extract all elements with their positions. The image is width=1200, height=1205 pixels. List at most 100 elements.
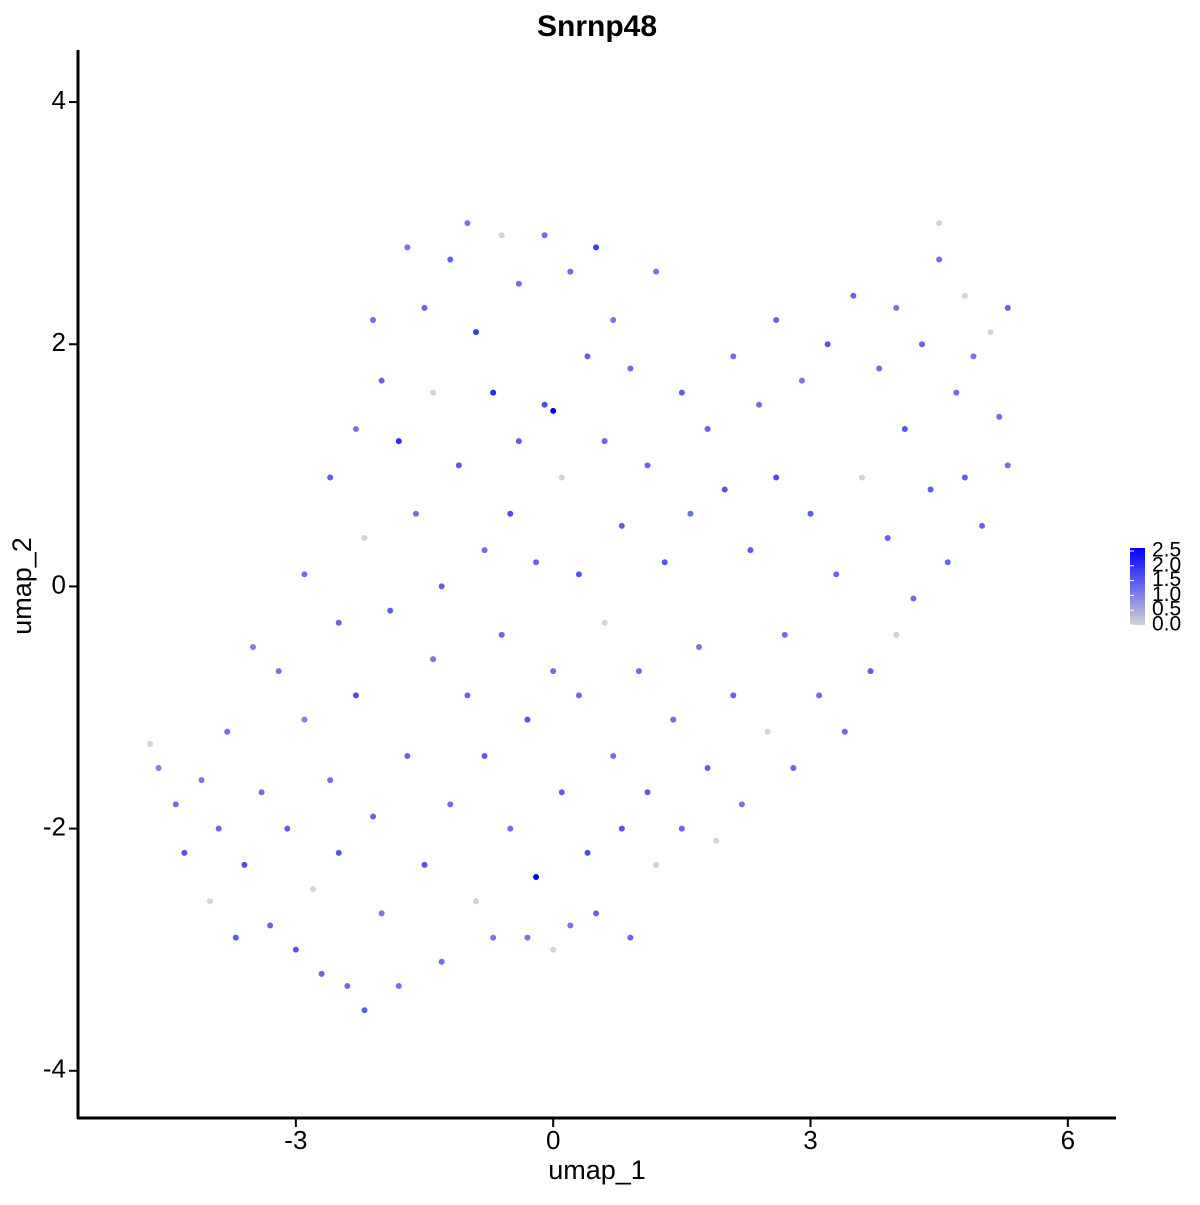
point	[867, 668, 874, 675]
point	[292, 946, 299, 953]
point	[438, 958, 445, 965]
colorbar-tick-label: 0.5	[1152, 598, 1181, 621]
colorbar-tick-label: 1.5	[1152, 568, 1181, 591]
point	[653, 268, 660, 275]
point	[567, 268, 574, 275]
point	[524, 716, 531, 723]
point	[1004, 304, 1011, 311]
point	[773, 317, 780, 324]
point	[979, 522, 986, 529]
point	[833, 571, 840, 578]
colorbar-tick-label: 2.0	[1152, 553, 1181, 576]
point	[541, 232, 548, 239]
point	[936, 256, 943, 263]
point	[644, 462, 651, 469]
point	[412, 510, 419, 517]
point	[172, 801, 179, 808]
point	[447, 256, 454, 263]
point	[558, 474, 565, 481]
point	[541, 401, 548, 408]
point	[704, 426, 711, 433]
point	[507, 825, 514, 832]
point	[678, 389, 685, 396]
point	[627, 365, 634, 372]
colorbar-tick-label: 0.0	[1152, 613, 1181, 636]
point	[361, 1007, 368, 1014]
point	[515, 438, 522, 445]
point	[1004, 462, 1011, 469]
point	[258, 789, 265, 796]
point	[498, 232, 505, 239]
point	[893, 631, 900, 638]
point	[807, 510, 814, 517]
point	[618, 825, 625, 832]
point	[670, 716, 677, 723]
point	[232, 934, 239, 941]
point	[695, 643, 702, 650]
point	[241, 861, 248, 868]
y-tick-label: 4	[52, 85, 66, 115]
point	[901, 426, 908, 433]
point	[370, 813, 377, 820]
x-tick-label: 0	[546, 1125, 560, 1155]
point	[447, 801, 454, 808]
point	[781, 631, 788, 638]
point	[207, 898, 214, 905]
point	[335, 849, 342, 856]
point	[550, 668, 557, 675]
point	[601, 619, 608, 626]
point	[430, 389, 437, 396]
x-tick-label: 3	[803, 1125, 817, 1155]
colorbar	[1130, 548, 1145, 625]
point	[687, 510, 694, 517]
point	[678, 825, 685, 832]
point	[301, 571, 308, 578]
point	[301, 716, 308, 723]
point	[627, 934, 634, 941]
point	[738, 801, 745, 808]
y-axis-label: umap_2	[7, 537, 37, 635]
point	[430, 656, 437, 663]
point	[533, 559, 540, 566]
point	[310, 886, 317, 893]
point	[378, 377, 385, 384]
point	[421, 861, 428, 868]
point	[936, 220, 943, 227]
point	[996, 413, 1003, 420]
y-tick-label: -2	[43, 811, 66, 841]
point	[773, 474, 780, 481]
point	[378, 910, 385, 917]
point	[267, 922, 274, 929]
x-tick-label: -3	[284, 1125, 307, 1155]
point	[910, 595, 917, 602]
point	[404, 752, 411, 759]
point	[249, 643, 256, 650]
y-tick-label: 2	[52, 327, 66, 357]
point	[713, 837, 720, 844]
point	[893, 304, 900, 311]
point	[395, 983, 402, 990]
point	[704, 765, 711, 772]
point	[927, 486, 934, 493]
point	[558, 789, 565, 796]
point	[387, 607, 394, 614]
colorbar-tick-label: 2.5	[1152, 539, 1181, 562]
point	[472, 898, 479, 905]
point	[653, 861, 660, 868]
point	[970, 353, 977, 360]
point	[464, 692, 471, 699]
point	[490, 389, 497, 396]
point	[438, 583, 445, 590]
point	[198, 777, 205, 784]
point	[618, 522, 625, 529]
point	[824, 341, 831, 348]
point	[661, 559, 668, 566]
point	[584, 353, 591, 360]
point	[327, 777, 334, 784]
colorbar-tick-label: 1.0	[1152, 583, 1181, 606]
point	[352, 426, 359, 433]
point	[730, 692, 737, 699]
point	[601, 438, 608, 445]
point	[327, 474, 334, 481]
